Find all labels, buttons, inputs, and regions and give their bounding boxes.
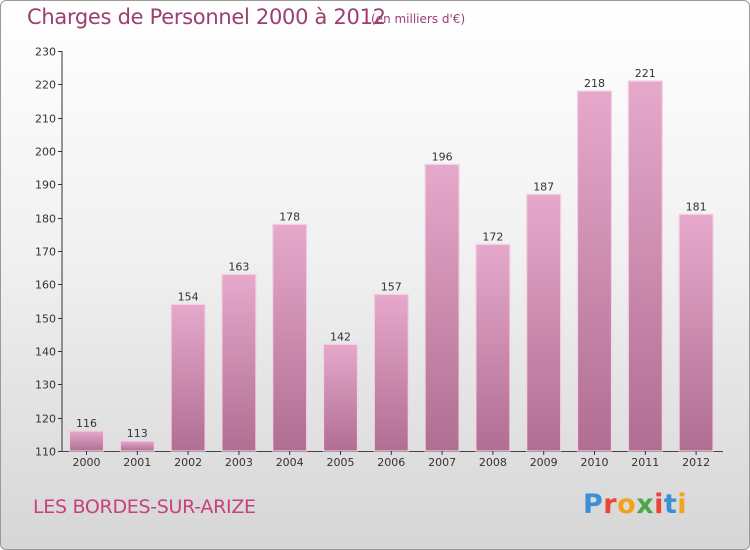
y-tick-label: 230: [35, 46, 56, 59]
y-tick-label: 200: [35, 146, 56, 159]
x-tick-label: 2009: [530, 456, 558, 469]
value-label: 142: [330, 330, 351, 343]
x-tick-label: 2011: [631, 456, 659, 469]
value-label: 154: [178, 290, 199, 303]
x-tick-label: 2012: [682, 456, 710, 469]
x-tick-label: 2000: [73, 456, 101, 469]
y-tick-label: 170: [35, 246, 56, 259]
value-label: 221: [635, 67, 656, 80]
logo-letter: i: [677, 489, 688, 520]
logo-letter: P: [583, 489, 604, 520]
bar-2011: [627, 80, 663, 452]
y-tick-label: 210: [35, 113, 56, 126]
logo-letter: r: [603, 489, 618, 520]
bar-2009: [526, 193, 562, 452]
value-label: 113: [127, 427, 148, 440]
bar-2000: [68, 430, 105, 452]
proxiti-logo[interactable]: Proxiti: [583, 489, 687, 520]
chart-subtitle: (en milliers d'€): [371, 12, 466, 26]
bar-2003: [221, 273, 257, 452]
value-label: 116: [76, 417, 97, 430]
value-label: 178: [279, 210, 300, 223]
chart-title: Charges de Personnel 2000 à 2012: [27, 5, 386, 29]
x-tick-label: 2002: [174, 456, 202, 469]
bar-2006: [373, 293, 409, 452]
y-tick-label: 110: [35, 446, 56, 459]
value-label: 172: [482, 230, 503, 243]
bar-2010: [576, 90, 613, 452]
bar-2012: [678, 213, 714, 452]
value-label: 157: [381, 280, 402, 293]
y-tick-label: 130: [35, 379, 56, 392]
y-tick-label: 220: [35, 79, 56, 92]
bar-2004: [272, 223, 308, 452]
bar-2005: [322, 343, 359, 452]
logo-letter: t: [663, 489, 678, 520]
y-tick-label: 160: [35, 279, 56, 292]
x-tick-label: 2005: [327, 456, 355, 469]
logo-letter: i: [654, 489, 664, 520]
logo-letter: x: [636, 489, 655, 520]
y-tick-label: 140: [35, 346, 56, 359]
value-label: 163: [228, 260, 249, 273]
bar-2007: [424, 163, 460, 452]
x-tick-label: 2007: [428, 456, 456, 469]
y-tick-label: 120: [35, 413, 56, 426]
y-tick-label: 150: [35, 313, 56, 326]
logo-letter: o: [617, 489, 637, 520]
y-tick-label: 180: [35, 213, 56, 226]
x-tick-label: 2004: [276, 456, 304, 469]
value-label: 218: [584, 77, 605, 90]
bar-2008: [475, 243, 511, 452]
x-tick-label: 2003: [225, 456, 253, 469]
y-tick-label: 190: [35, 179, 56, 192]
value-label: 187: [533, 180, 554, 193]
value-label: 196: [432, 150, 453, 163]
value-label: 181: [686, 200, 707, 213]
commune-name: LES BORDES-SUR-ARIZE: [33, 496, 256, 518]
bar-2002: [170, 303, 206, 452]
x-tick-label: 2010: [581, 456, 609, 469]
x-tick-label: 2008: [479, 456, 507, 469]
x-tick-label: 2006: [377, 456, 405, 469]
x-tick-label: 2001: [123, 456, 151, 469]
bar-2001: [119, 440, 155, 452]
